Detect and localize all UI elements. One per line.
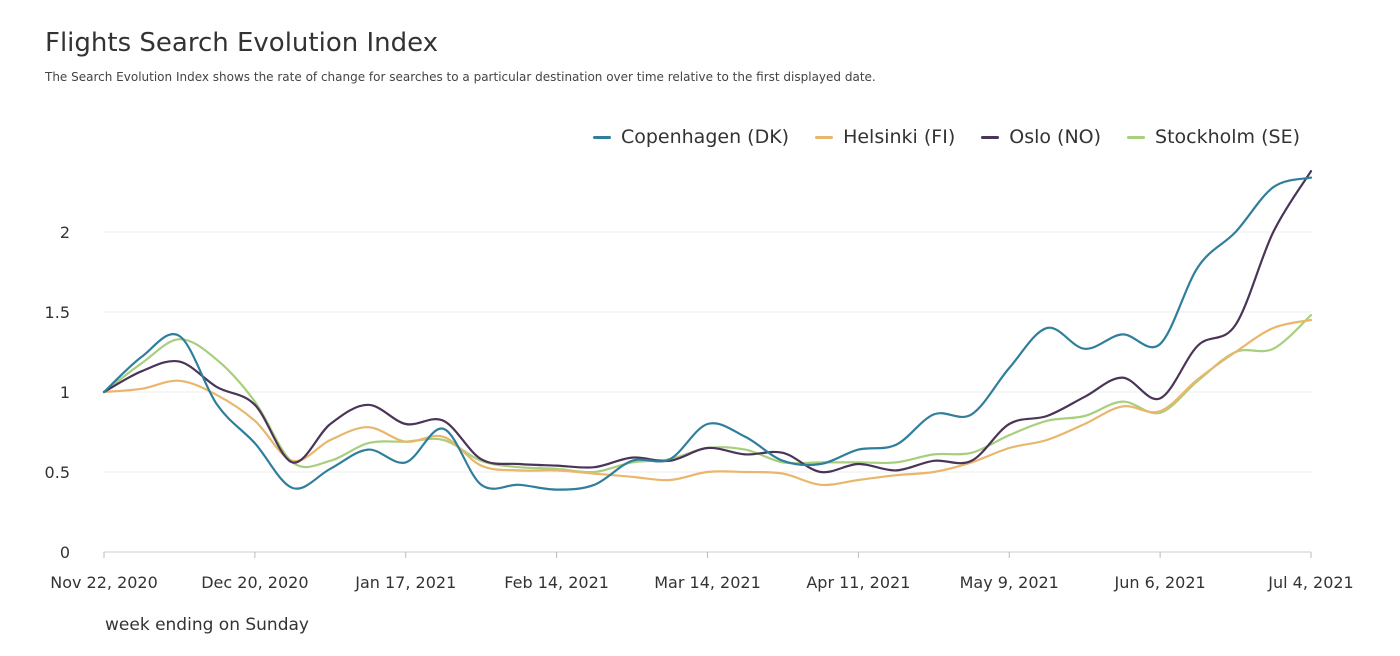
chart-title: Flights Search Evolution Index [45, 28, 439, 58]
x-tick-label: Jun 6, 2021 [1114, 573, 1206, 592]
legend-swatch [1127, 135, 1146, 139]
x-tick-label: Mar 14, 2021 [654, 573, 761, 592]
x-axis-title: week ending on Sunday [105, 615, 309, 635]
y-tick-label: 0 [60, 543, 70, 562]
legend-swatch [592, 135, 611, 139]
y-tick-label: 0.5 [45, 463, 70, 482]
legend-label: Copenhagen (DK) [620, 126, 790, 148]
legend-swatch [981, 135, 1000, 139]
y-tick-label: 2 [60, 223, 70, 242]
x-tick-label: Apr 11, 2021 [806, 573, 910, 592]
legend-swatch [815, 135, 834, 139]
x-tick-label: Nov 22, 2020 [50, 573, 158, 592]
x-tick-label: Feb 14, 2021 [504, 573, 609, 592]
legend-item[interactable]: Oslo (NO) [981, 126, 1101, 148]
x-tick-label: Dec 20, 2020 [201, 573, 308, 592]
x-tick-label: May 9, 2021 [960, 573, 1059, 592]
series-line [102, 176, 1313, 491]
legend-item[interactable]: Copenhagen (DK) [592, 126, 790, 148]
legend-label: Helsinki (FI) [843, 126, 956, 148]
legend-item[interactable]: Stockholm (SE) [1127, 126, 1300, 148]
legend-label: Oslo (NO) [1009, 126, 1102, 148]
series-line [102, 170, 1313, 474]
legend-item[interactable]: Helsinki (FI) [815, 126, 955, 148]
chart-legend: Copenhagen (DK) Helsinki (FI) Oslo (NO) … [592, 126, 1300, 148]
y-tick-label: 1.5 [45, 303, 70, 322]
chart-subtitle: The Search Evolution Index shows the rat… [45, 70, 876, 84]
x-tick-label: Jul 4, 2021 [1267, 573, 1353, 592]
x-tick-label: Jan 17, 2021 [354, 573, 456, 592]
legend-label: Stockholm (SE) [1155, 126, 1300, 148]
y-tick-label: 1 [60, 383, 70, 402]
